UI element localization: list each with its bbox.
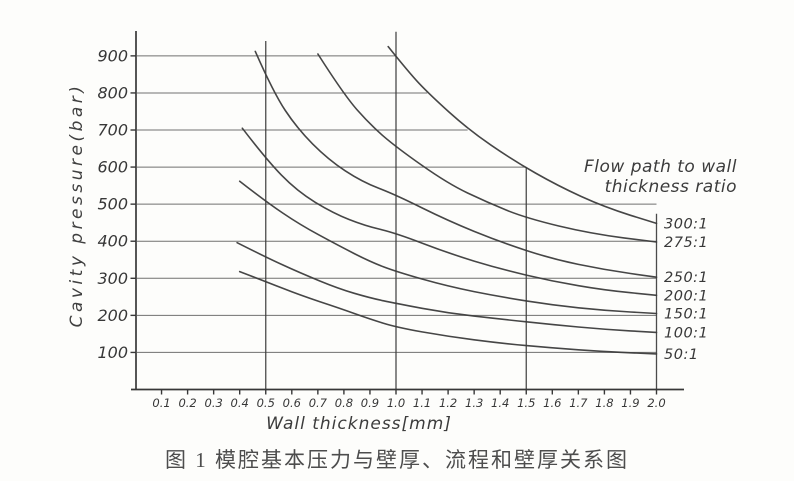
y-tick-label-100: 100 [97,343,128,362]
curve-250-1 [254,50,658,278]
x-tick-label-0-9: 0.9 [361,396,379,410]
y-axis-title: Cavity pressure(bar) [67,82,87,328]
curve-275-1 [317,53,658,243]
x-tick-label-2: 2.0 [647,396,665,410]
series-label-300-1: 300:1 [664,216,708,232]
y-tick-label-800: 800 [97,83,128,102]
y-tick-label-300: 300 [97,269,128,288]
x-tick-label-0-2: 0.2 [178,396,196,410]
x-tick-label-0-7: 0.7 [309,396,328,410]
y-tick-label-400: 400 [97,232,128,251]
x-tick-label-1-1: 1.1 [413,396,431,410]
curve-150-1 [238,180,658,315]
x-tick-label-1: 1.0 [387,396,405,410]
x-tick-label-1-5: 1.5 [517,396,535,410]
curve-100-1 [236,241,658,334]
legend-title-line-1: Flow path to wall [584,157,737,177]
x-tick-label-0-8: 0.8 [335,396,353,410]
y-tick-label-200: 200 [97,306,128,325]
curve-50-1 [238,270,658,355]
x-tick-label-0-4: 0.4 [231,396,249,410]
curve-300-1 [387,45,658,225]
series-label-150-1: 150:1 [664,307,708,323]
legend-title: Flow path to wall thickness ratio [545,157,737,197]
series-label-100-1: 100:1 [664,325,708,341]
legend-title-line-2: thickness ratio [604,176,737,197]
x-tick-label-1-3: 1.3 [465,396,483,410]
series-label-275-1: 275:1 [664,235,708,251]
series-label-50-1: 50:1 [664,347,699,363]
series-label-250-1: 250:1 [664,270,708,286]
x-tick-label-1-2: 1.2 [439,396,457,410]
figure-caption: 图 1 模腔基本压力与壁厚、流程和壁厚关系图 [165,448,629,472]
x-tick-label-0-6: 0.6 [283,396,301,410]
y-tick-label-600: 600 [97,158,128,177]
x-tick-label-0-1: 0.1 [152,396,170,410]
x-tick-label-1-9: 1.9 [621,396,639,410]
x-tick-label-1-4: 1.4 [491,396,509,410]
x-tick-label-0-5: 0.5 [257,396,275,410]
x-axis-title: Wall thickness[mm] [266,414,452,434]
x-tick-label-0-3: 0.3 [205,396,223,410]
x-tick-label-1-8: 1.8 [595,396,613,410]
x-tick-label-1-6: 1.6 [543,396,561,410]
x-tick-label-1-7: 1.7 [569,396,588,410]
y-tick-label-700: 700 [97,121,128,140]
y-tick-label-500: 500 [97,195,128,214]
curve-200-1 [241,127,658,297]
series-label-200-1: 200:1 [664,288,708,304]
y-tick-label-900: 900 [97,46,128,65]
